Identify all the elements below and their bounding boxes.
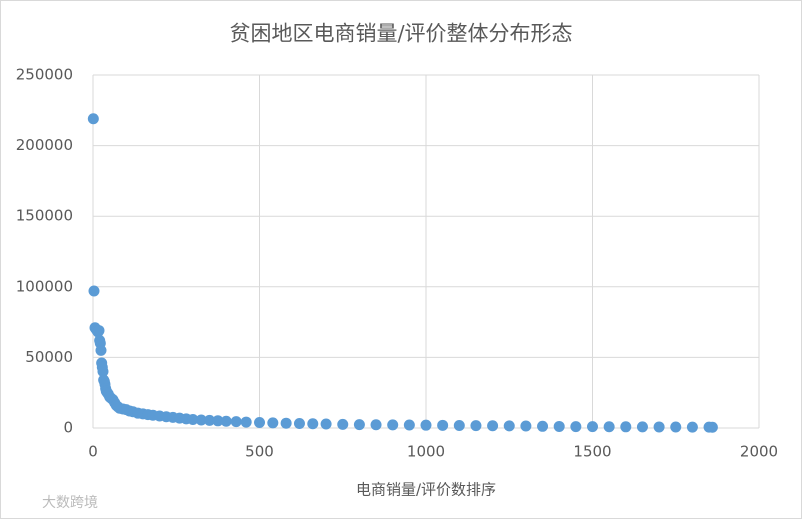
point	[370, 419, 382, 431]
point	[437, 419, 449, 431]
point	[420, 419, 432, 431]
point	[95, 344, 107, 356]
point	[230, 416, 242, 428]
x-tick-label: 2000	[740, 443, 778, 461]
point	[267, 417, 279, 429]
point	[97, 366, 109, 378]
y-tick-label: 200000	[16, 136, 73, 154]
point	[520, 420, 532, 432]
point	[553, 420, 565, 432]
point	[403, 419, 415, 431]
point	[320, 418, 332, 430]
y-tick-label: 50000	[25, 348, 73, 366]
point	[636, 421, 648, 433]
point	[87, 113, 99, 125]
y-tick-label: 100000	[16, 277, 73, 295]
point	[620, 421, 632, 433]
point	[603, 421, 615, 433]
y-tick-label: 250000	[16, 66, 73, 84]
chart-title: 贫困地区电商销量/评价整体分布形态	[229, 22, 572, 46]
point	[212, 415, 224, 427]
x-axis-label: 电商销量/评价数排序	[356, 481, 496, 499]
point	[307, 418, 319, 430]
watermark: 大数跨境	[42, 495, 98, 511]
point	[93, 325, 105, 337]
point	[254, 416, 265, 428]
point	[293, 417, 305, 429]
point	[337, 418, 349, 430]
point	[387, 419, 399, 431]
x-tick-label: 500	[245, 443, 274, 461]
y-tick-label: 0	[63, 419, 73, 437]
x-tick-label: 1000	[407, 443, 445, 461]
x-tick-label: 1500	[573, 443, 611, 461]
point	[670, 421, 682, 433]
x-tick-label: 0	[88, 443, 98, 461]
point	[187, 414, 199, 426]
point	[453, 419, 465, 431]
point	[240, 416, 252, 428]
point	[88, 285, 100, 297]
point	[587, 421, 598, 433]
point	[353, 419, 365, 431]
point	[570, 421, 582, 433]
y-tick-label: 150000	[16, 207, 73, 225]
point	[470, 420, 482, 432]
point	[204, 414, 216, 426]
point	[280, 417, 292, 429]
point	[195, 414, 207, 426]
point	[487, 420, 499, 432]
point	[686, 421, 698, 433]
point	[653, 421, 665, 433]
point	[220, 415, 232, 427]
point	[537, 420, 549, 432]
point	[503, 420, 515, 432]
point	[706, 421, 718, 433]
